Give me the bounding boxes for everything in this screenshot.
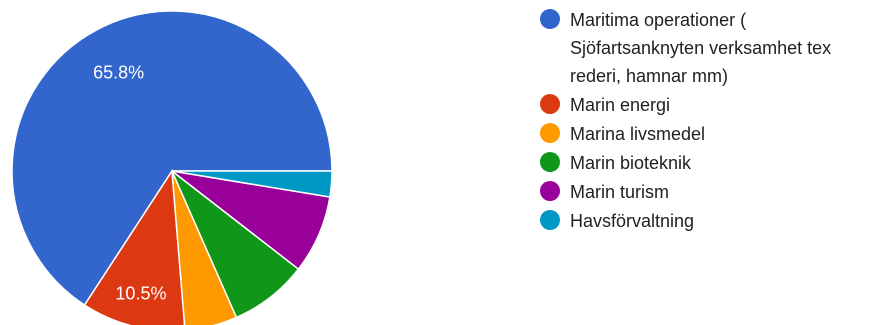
pie-slice bbox=[11, 10, 333, 307]
pie-chart: 65.8% 10.5% bbox=[11, 10, 333, 325]
legend-swatch-icon bbox=[540, 210, 560, 230]
pie-slice bbox=[83, 168, 186, 325]
legend-swatch-icon bbox=[540, 123, 560, 143]
legend-swatch-icon bbox=[540, 181, 560, 201]
pie-slice bbox=[171, 170, 333, 198]
legend: Maritima operationer ( Sjöfartsanknyten … bbox=[540, 6, 890, 236]
legend-label: Marina livsmedel bbox=[570, 124, 706, 144]
legend-item: Marin turism bbox=[540, 178, 890, 206]
legend-label: Maritima operationer ( Sjöfartsanknyten … bbox=[570, 10, 832, 86]
legend-item: Marin bioteknik bbox=[540, 149, 890, 177]
legend-label: Marin turism bbox=[570, 182, 670, 202]
legend-label: Havsförvaltning bbox=[570, 211, 695, 231]
legend-item: Maritima operationer ( Sjöfartsanknyten … bbox=[540, 6, 890, 90]
legend-item: Marina livsmedel bbox=[540, 120, 890, 148]
legend-item: Marin energi bbox=[540, 91, 890, 119]
legend-label: Marin energi bbox=[570, 95, 671, 115]
legend-swatch-icon bbox=[540, 94, 560, 114]
slice-value-label: 10.5% bbox=[115, 284, 166, 304]
legend-item: Havsförvaltning bbox=[540, 207, 890, 235]
legend-swatch-icon bbox=[540, 152, 560, 172]
legend-label: Marin bioteknik bbox=[570, 153, 692, 173]
legend-swatch-icon bbox=[540, 9, 560, 29]
slice-value-label: 65.8% bbox=[93, 63, 144, 83]
